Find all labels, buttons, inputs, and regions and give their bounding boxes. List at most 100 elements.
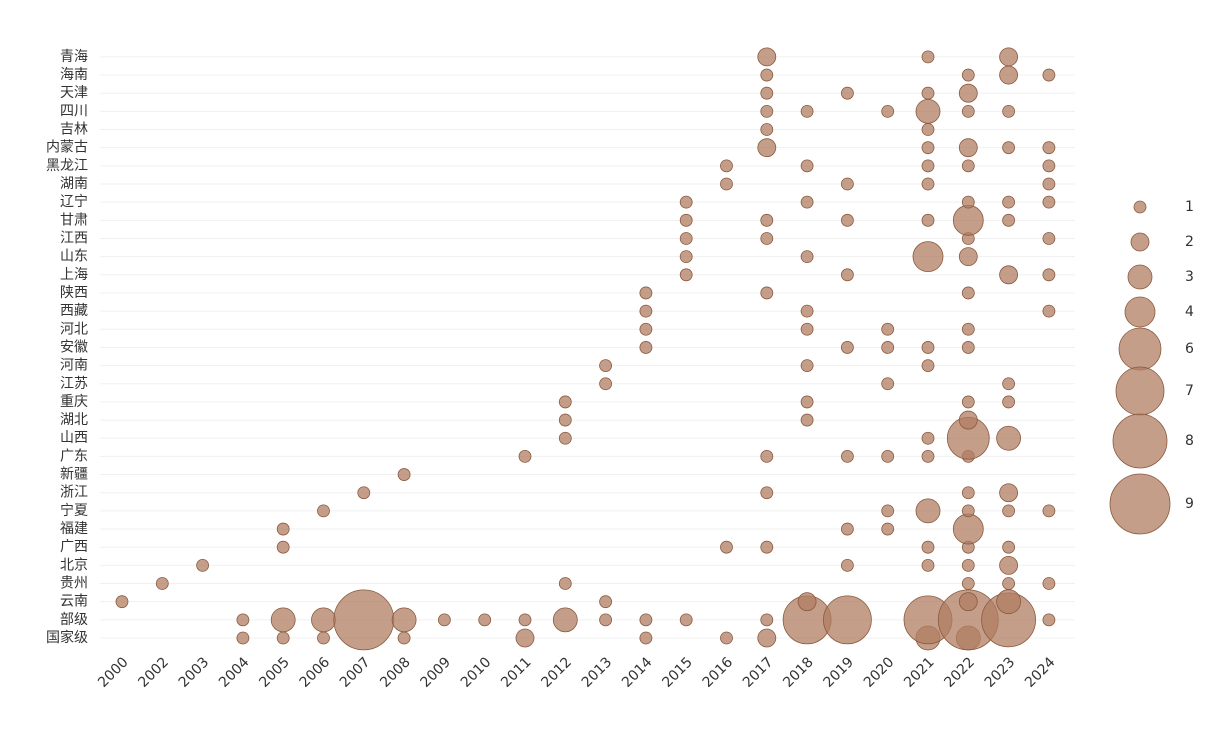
bubble (881, 104, 895, 118)
bubble (961, 68, 975, 82)
bubble (1042, 159, 1056, 173)
bubble (760, 213, 774, 227)
bubble (915, 98, 941, 124)
x-tick-label: 2003 (176, 654, 213, 691)
x-tick-label: 2017 (740, 654, 777, 691)
bubble (760, 86, 774, 100)
bubble (270, 607, 296, 633)
bubble (961, 395, 975, 409)
legend-label: 2 (1185, 234, 1194, 250)
bubble (276, 522, 290, 536)
bubble (639, 631, 653, 645)
bubble (760, 104, 774, 118)
x-tick-label: 2009 (418, 654, 455, 691)
bubble (841, 449, 854, 463)
y-tick-label: 湖南 (60, 176, 88, 192)
bubble (639, 304, 653, 318)
y-tick-label: 吉林 (60, 122, 88, 138)
bubble (841, 86, 854, 100)
bubble (841, 177, 854, 191)
bubble (599, 595, 612, 609)
bubble (1042, 68, 1056, 82)
bubble (599, 613, 612, 627)
bubble (317, 504, 330, 518)
x-tick-label: 2012 (538, 654, 575, 691)
y-tick-label: 河南 (60, 358, 88, 374)
x-tick-label: 2014 (619, 654, 656, 691)
bubble (952, 204, 984, 236)
bubble (958, 138, 978, 158)
bubble (760, 613, 774, 627)
bubble (999, 555, 1018, 575)
bubble (800, 322, 814, 336)
bubble (757, 628, 777, 648)
bubble (115, 595, 129, 609)
bubble (881, 322, 895, 336)
bubble (515, 628, 535, 648)
y-tick-label: 天津 (60, 85, 88, 101)
bubble (961, 486, 975, 500)
y-tick-label: 内蒙古 (46, 140, 88, 156)
legend-bubble (1109, 473, 1171, 535)
bubble (1042, 195, 1056, 209)
bubble (823, 595, 872, 645)
bubble (518, 449, 532, 463)
bubble (518, 613, 532, 627)
y-tick-label: 安徽 (60, 339, 88, 355)
bubble (236, 613, 250, 627)
bubble (679, 213, 693, 227)
bubble (155, 577, 169, 590)
bubble (841, 558, 854, 572)
bubble (921, 50, 935, 64)
bubble (757, 47, 777, 67)
bubble (999, 65, 1018, 85)
bubble (961, 159, 975, 173)
bubble (1042, 304, 1056, 318)
bubble (558, 431, 572, 445)
bubble (961, 286, 975, 300)
bubble (639, 286, 653, 300)
bubble (478, 613, 492, 627)
bubble (760, 449, 774, 463)
bubble (921, 86, 935, 100)
bubble (881, 522, 895, 536)
x-tick-label: 2004 (216, 654, 253, 691)
bubble (921, 449, 935, 463)
y-tick-label: 海南 (60, 67, 88, 83)
legend-bubble (1112, 413, 1168, 469)
bubble (961, 341, 975, 354)
bubble (958, 592, 978, 612)
legend-bubble (1130, 232, 1150, 252)
x-tick-label: 2010 (458, 654, 495, 691)
bubble (996, 589, 1021, 615)
bubble (961, 558, 975, 572)
bubble (952, 513, 984, 545)
bubble (679, 232, 693, 245)
x-tick-label: 2000 (95, 654, 132, 691)
x-tick-label: 2013 (579, 654, 616, 691)
y-tick-label: 国家级 (46, 629, 88, 646)
bubble (921, 341, 935, 354)
bubble (800, 104, 814, 118)
y-tick-label: 陕西 (60, 285, 88, 301)
legend-bubble (1127, 264, 1153, 290)
bubble (961, 322, 975, 336)
bubble (1042, 268, 1056, 282)
y-tick-label: 宁夏 (60, 502, 88, 519)
y-tick-label: 黑龙江 (46, 158, 88, 174)
bubble (921, 159, 935, 173)
bubble (720, 177, 733, 191)
y-tick-label: 贵州 (60, 576, 88, 592)
legend-bubble (1124, 296, 1156, 328)
bubble (999, 265, 1018, 285)
bubble (558, 577, 572, 590)
x-tick-label: 2008 (377, 654, 414, 691)
bubble (720, 159, 733, 173)
bubble (921, 558, 935, 572)
bubble (757, 138, 777, 158)
bubble (921, 123, 935, 136)
bubble (679, 613, 693, 627)
y-tick-label: 四川 (60, 103, 88, 119)
bubble (1002, 213, 1015, 227)
